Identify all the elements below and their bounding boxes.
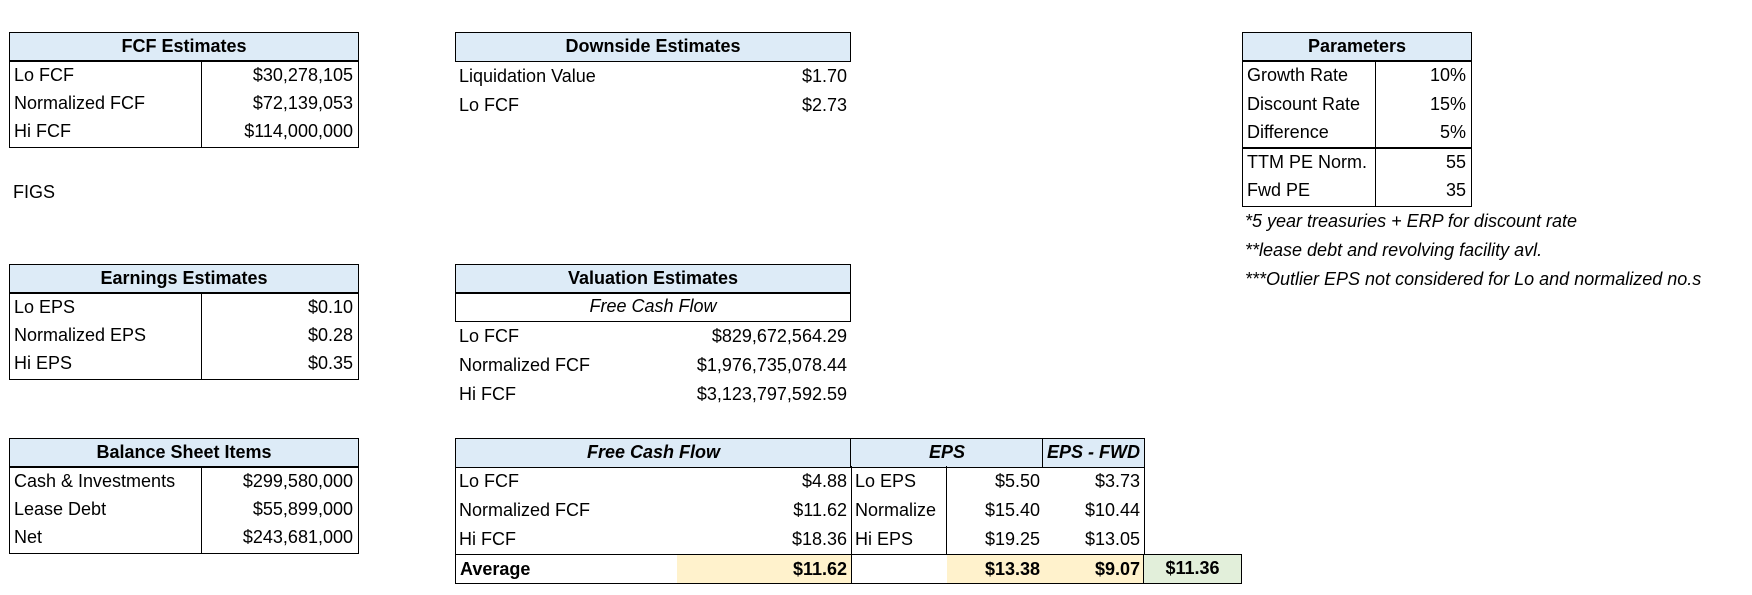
parameters-notes: *5 year treasuries + ERP for discount ra…: [1245, 207, 1752, 294]
note-outlier-eps: ***Outlier EPS not considered for Lo and…: [1245, 269, 1702, 289]
valuation-estimates-header: Valuation Estimates: [455, 264, 851, 294]
downside-estimates-table: Downside Estimates Liquidation Value $1.…: [455, 32, 851, 122]
parameters-header: Parameters: [1242, 32, 1472, 62]
downside-liquidation-label[interactable]: Liquidation Value: [459, 66, 596, 86]
param-ttm-pe-value[interactable]: 55: [1445, 152, 1466, 172]
valuation-normalized-fcf-label[interactable]: Normalized FCF: [459, 355, 591, 375]
per-share-hi-fcf-label[interactable]: Hi FCF: [459, 529, 516, 549]
param-discount-rate-value[interactable]: 15%: [1429, 94, 1466, 114]
ticker-label[interactable]: FIGS: [13, 182, 56, 202]
per-share-eps-body: [850, 466, 1145, 555]
earnings-estimates-header: Earnings Estimates: [9, 264, 359, 294]
balance-lease-debt-label[interactable]: Lease Debt: [14, 499, 107, 519]
per-share-hi-eps-value[interactable]: $19.25: [984, 529, 1040, 549]
eps-normalized-value[interactable]: $0.28: [307, 325, 353, 345]
valuation-lo-fcf-value[interactable]: $829,672,564.29: [711, 326, 847, 346]
param-fwd-pe-value[interactable]: 35: [1445, 180, 1466, 200]
parameters-pe-body: TTM PE Norm. 55 Fwd PE 35: [1242, 147, 1472, 207]
earnings-estimates-body: Lo EPS $0.10 Normalized EPS $0.28 Hi EPS…: [9, 292, 359, 380]
valuation-estimates-subheader: Free Cash Flow: [455, 292, 851, 322]
valuation-hi-fcf-value[interactable]: $3,123,797,592.59: [696, 384, 847, 404]
fcf-normalized-value[interactable]: $72,139,053: [252, 93, 353, 113]
balance-sheet-header: Balance Sheet Items: [9, 438, 359, 468]
param-growth-rate-value[interactable]: 10%: [1429, 65, 1466, 85]
balance-net-label[interactable]: Net: [14, 527, 43, 547]
balance-lease-debt-value[interactable]: $55,899,000: [252, 499, 353, 519]
balance-cash-label[interactable]: Cash & Investments: [14, 471, 176, 491]
per-share-fcf-body: [455, 466, 852, 555]
param-difference-label[interactable]: Difference: [1247, 122, 1329, 142]
downside-lo-fcf-value[interactable]: $2.73: [801, 95, 847, 115]
downside-lo-fcf-label[interactable]: Lo FCF: [459, 95, 520, 115]
param-difference-value[interactable]: 5%: [1439, 122, 1466, 142]
fcf-estimates-header: FCF Estimates: [9, 32, 359, 62]
earnings-estimates-table: Earnings Estimates Lo EPS $0.10 Normaliz…: [9, 264, 359, 380]
parameters-rates-body: Growth Rate 10% Discount Rate 15% Differ…: [1242, 60, 1472, 149]
fcf-hi-label[interactable]: Hi FCF: [14, 121, 71, 141]
fcf-normalized-label[interactable]: Normalized FCF: [14, 93, 146, 113]
balance-sheet-table: Balance Sheet Items Cash & Investments $…: [9, 438, 359, 554]
eps-hi-label[interactable]: Hi EPS: [14, 353, 73, 373]
fcf-estimates-body: Lo FCF $30,278,105 Normalized FCF $72,13…: [9, 60, 359, 148]
fcf-estimates-table: FCF Estimates Lo FCF $30,278,105 Normali…: [9, 32, 359, 148]
balance-net-value[interactable]: $243,681,000: [242, 527, 353, 547]
per-share-lo-eps-label[interactable]: Lo EPS: [855, 471, 917, 491]
per-share-hi-fcf-value[interactable]: $18.36: [791, 529, 847, 549]
average-fcf-value[interactable]: $11.62: [677, 555, 851, 583]
valuation-hi-fcf-label[interactable]: Hi FCF: [459, 384, 516, 404]
per-share-hi-eps-label[interactable]: Hi EPS: [855, 529, 914, 549]
per-share-normalized-eps-value[interactable]: $15.40: [984, 500, 1040, 520]
per-share-lo-fcf-label[interactable]: Lo FCF: [459, 471, 520, 491]
fcf-lo-value[interactable]: $30,278,105: [252, 65, 353, 85]
per-share-normalized-fcf-value[interactable]: $11.62: [793, 500, 847, 520]
valuation-lo-fcf-label[interactable]: Lo FCF: [459, 326, 520, 346]
param-ttm-pe-label[interactable]: TTM PE Norm.: [1247, 152, 1367, 172]
balance-sheet-body: Cash & Investments $299,580,000 Lease De…: [9, 466, 359, 554]
average-eps-value[interactable]: $13.38: [947, 555, 1044, 583]
average-eps-fwd-value[interactable]: $9.07: [1044, 555, 1144, 583]
valuation-normalized-fcf-value[interactable]: $1,976,735,078.44: [696, 355, 847, 375]
per-share-lo-eps-fwd-value[interactable]: $3.73: [1094, 471, 1140, 491]
balance-cash-value[interactable]: $299,580,000: [242, 471, 353, 491]
valuation-estimates-table: Valuation Estimates Free Cash Flow Lo FC…: [455, 264, 851, 410]
per-share-lo-eps-value[interactable]: $5.50: [994, 471, 1040, 491]
eps-lo-value[interactable]: $0.10: [307, 297, 353, 317]
average-divider: [851, 554, 852, 584]
per-share-normalized-fcf-label[interactable]: Normalized FCF: [459, 500, 591, 520]
eps-normalized-label[interactable]: Normalized EPS: [14, 325, 147, 345]
note-lease-debt: **lease debt and revolving facility avl.: [1245, 240, 1543, 260]
per-share-fcf-header: Free Cash Flow: [455, 438, 852, 468]
downside-liquidation-value[interactable]: $1.70: [801, 66, 847, 86]
per-share-normalized-eps-label[interactable]: Normalize: [855, 500, 937, 520]
param-fwd-pe-label[interactable]: Fwd PE: [1247, 180, 1311, 200]
fcf-lo-label[interactable]: Lo FCF: [14, 65, 75, 85]
overall-average-value[interactable]: $11.36: [1143, 554, 1242, 584]
parameters-table: Parameters Growth Rate 10% Discount Rate…: [1242, 32, 1472, 207]
fcf-hi-value[interactable]: $114,000,000: [244, 121, 353, 141]
downside-estimates-header: Downside Estimates: [455, 32, 851, 62]
note-discount-rate: *5 year treasuries + ERP for discount ra…: [1245, 211, 1577, 231]
per-share-valuation-table: Free Cash Flow EPS EPS - FWD Lo FCF $4.8…: [455, 438, 1242, 584]
param-growth-rate-label[interactable]: Growth Rate: [1247, 65, 1349, 85]
per-share-eps-fwd-header: EPS - FWD: [1042, 438, 1145, 468]
per-share-normalized-eps-fwd-value[interactable]: $10.44: [1084, 500, 1140, 520]
per-share-hi-eps-fwd-value[interactable]: $13.05: [1084, 529, 1140, 549]
per-share-lo-fcf-value[interactable]: $4.88: [801, 471, 847, 491]
eps-lo-label[interactable]: Lo EPS: [14, 297, 76, 317]
eps-hi-value[interactable]: $0.35: [307, 353, 353, 373]
average-label[interactable]: Average: [460, 559, 531, 579]
per-share-eps-header: EPS: [850, 438, 1044, 468]
param-discount-rate-label[interactable]: Discount Rate: [1247, 94, 1361, 114]
